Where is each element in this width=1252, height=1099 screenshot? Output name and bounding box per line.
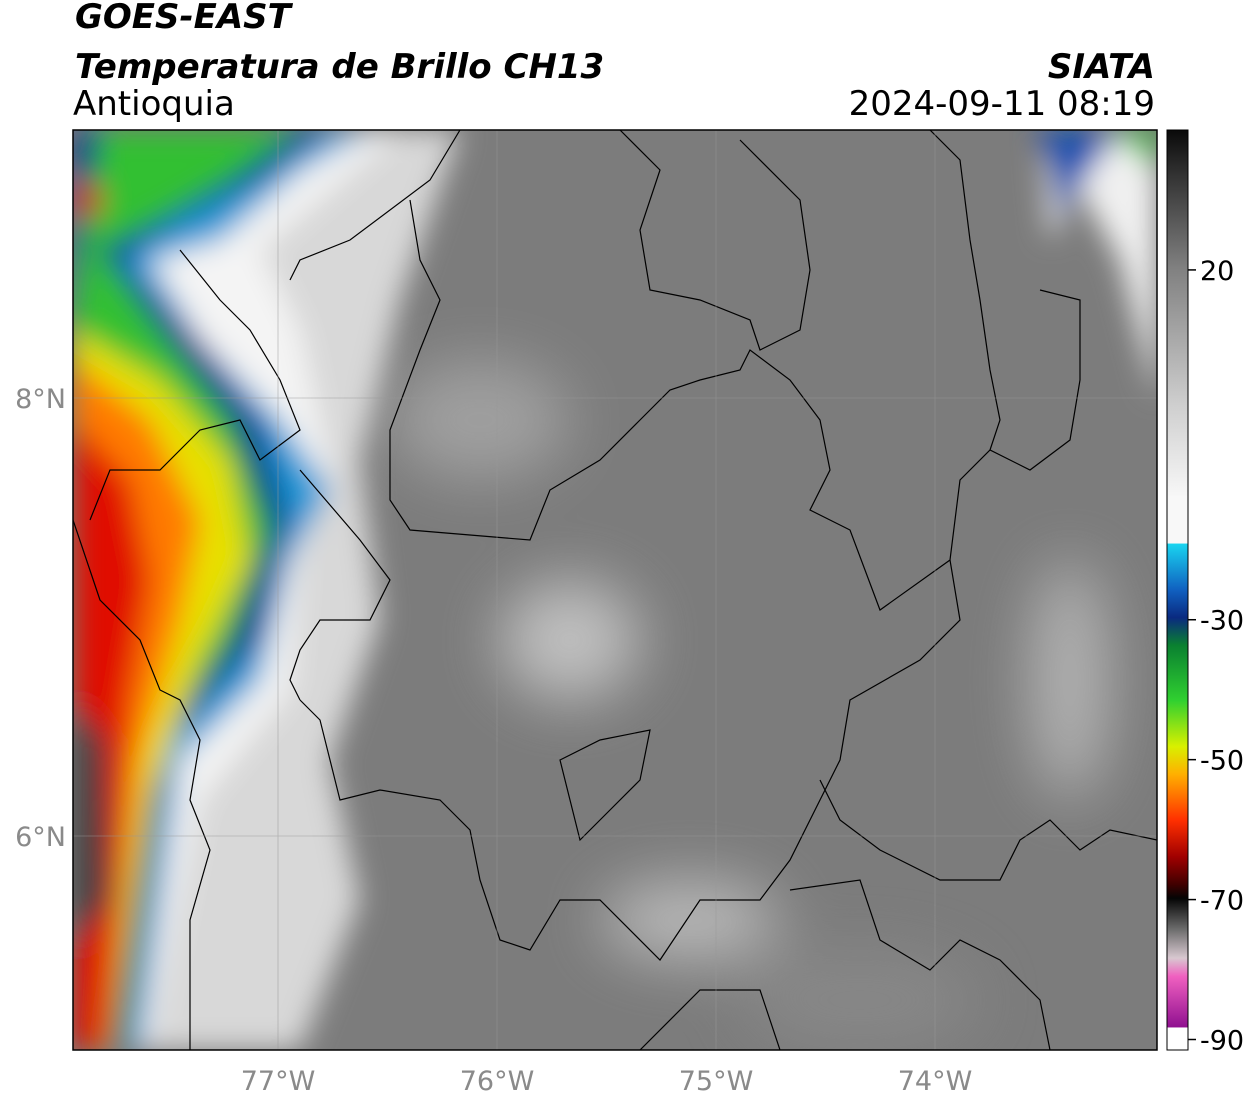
lat-tick-label: 6°N [15,822,66,853]
lon-tick-label: 75°W [679,1066,754,1097]
region: Antioquia [73,84,235,124]
datetime: 2024-09-11 08:19 [849,84,1155,124]
lon-tick-label: 74°W [898,1066,973,1097]
satellite-image [73,130,1157,1050]
map-frame [72,129,1158,1051]
boundaries [73,130,1157,1050]
colorbar-tick-label: -90 [1200,1026,1244,1057]
lat-tick-label: 8°N [15,384,66,415]
colorbar-tick-label: -70 [1200,886,1244,917]
colorbar-tick-label: -30 [1200,606,1244,637]
colorbar-tick-label: -50 [1200,746,1244,777]
lon-tick-label: 76°W [460,1066,535,1097]
title: Temperatura de Brillo CH13 [75,47,604,87]
colorbar [1166,129,1189,1051]
colorbar-tick-label: 20 [1200,256,1234,287]
graticule [73,130,1157,1050]
product-label: GOES-EAST [75,0,294,37]
source: SIATA [1048,47,1155,87]
lon-tick-label: 77°W [241,1066,316,1097]
